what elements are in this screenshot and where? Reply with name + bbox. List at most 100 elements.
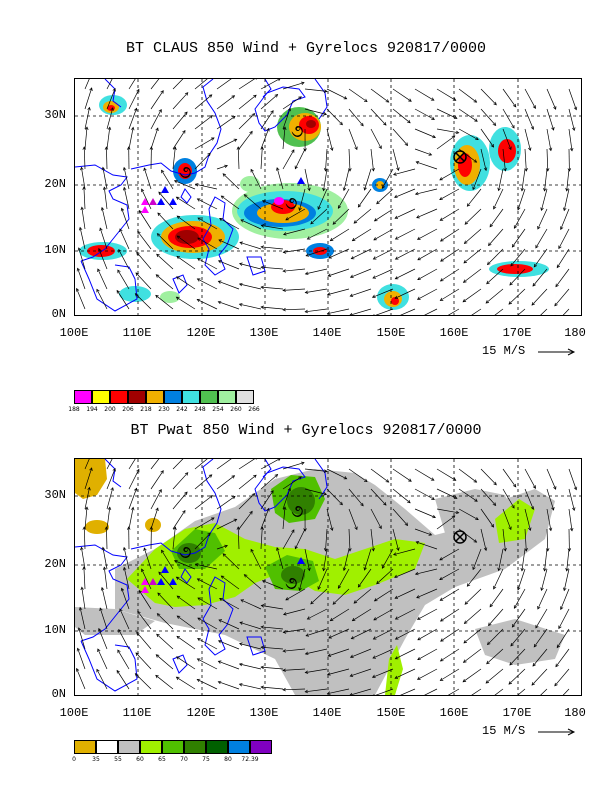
wind-vector-head (416, 236, 421, 240)
wind-vector-head (558, 625, 562, 630)
wind-vector (310, 208, 328, 225)
wind-vector (502, 508, 512, 530)
wind-vector (458, 128, 479, 141)
wind-vector (116, 290, 130, 310)
wind-vector (261, 646, 284, 650)
wind-vector-head (439, 677, 444, 681)
wind-vector-head (490, 143, 495, 148)
wind-vector (544, 168, 548, 191)
wind-vector (135, 652, 152, 670)
wind-vector-head (392, 172, 397, 176)
wind-vector (216, 545, 228, 550)
wind-vector (239, 242, 262, 250)
wind-vector (197, 578, 218, 590)
wind-vector-head (298, 96, 302, 100)
wind-vector-head (342, 567, 347, 572)
wind-vector-head (440, 258, 444, 262)
wind-vector (537, 588, 548, 610)
wind-vector (128, 488, 137, 510)
wind-vector-head (376, 200, 380, 205)
wind-vector (84, 459, 90, 470)
wind-vector-head (508, 301, 512, 305)
wind-vector (394, 208, 416, 219)
wind-vector-head (294, 545, 298, 550)
wind-vector (283, 608, 306, 615)
wind-vector (544, 548, 548, 571)
wind-vector (283, 628, 306, 633)
wind-vector-head (283, 506, 287, 510)
wind-vector (282, 96, 302, 110)
wind-vector (440, 288, 460, 301)
wind-vector (244, 574, 262, 590)
wind-vector (78, 627, 86, 650)
wind-vector-head (175, 196, 180, 200)
wind-vector-head (85, 506, 89, 510)
wind-vector (436, 515, 456, 530)
wind-vector-head (453, 115, 458, 119)
colorbar-tick-label: 194 (86, 406, 98, 413)
wind-vector (372, 288, 394, 298)
wind-vector-head (138, 209, 142, 214)
wind-vector (150, 90, 164, 110)
wind-vector-head (122, 186, 127, 191)
wind-vector (493, 188, 504, 210)
wind-vector (283, 648, 306, 652)
wind-vector (458, 488, 478, 502)
wind-vector-head (260, 245, 265, 249)
wind-vector (417, 228, 438, 240)
wind-vector (216, 496, 236, 510)
wind-scale-label: 15 M/S (482, 724, 526, 738)
wind-vector-head (337, 205, 342, 209)
wind-vector (261, 286, 284, 290)
wind-vector (417, 628, 438, 641)
wind-vector-head (503, 547, 507, 552)
wind-vector-head (349, 274, 354, 278)
wind-vector-head (196, 658, 201, 662)
wind-vector (463, 268, 482, 283)
wind-vector (392, 488, 411, 504)
wind-vector-head (473, 539, 478, 543)
wind-vector-head (485, 680, 490, 684)
colorbar-swatch (140, 740, 162, 754)
wind-vector (84, 87, 93, 110)
wind-vector (436, 108, 458, 119)
wind-vector-head (219, 218, 223, 222)
wind-vector-head (260, 224, 265, 228)
wind-vector (447, 308, 460, 315)
wind-vector (103, 187, 108, 210)
wind-vector-head (196, 678, 201, 683)
wind-vector (96, 289, 108, 310)
wind-vector (285, 588, 306, 601)
wind-vector-head (118, 248, 122, 253)
wind-vector (373, 608, 394, 621)
wind-vector-head (176, 235, 181, 239)
wind-vector-head (97, 648, 101, 653)
wind-vector-head (373, 598, 378, 602)
wind-vector-head (157, 212, 161, 216)
wind-vector (121, 208, 130, 230)
wind-vector-head (134, 107, 138, 112)
wind-vector (305, 288, 328, 293)
wind-vector-head (558, 245, 562, 250)
wind-vector (498, 548, 504, 571)
wind-vector-head (533, 643, 538, 648)
wind-vector (440, 208, 460, 221)
wind-vector (326, 508, 333, 531)
triangle-marker-icon (161, 186, 169, 193)
wind-vector (260, 146, 263, 170)
colorbar-swatch (236, 390, 254, 404)
wind-vector-head (89, 87, 93, 92)
wind-vector-head (306, 616, 311, 620)
wind-vector (546, 88, 557, 110)
wind-vector (472, 168, 482, 190)
wind-vector-head (360, 502, 364, 507)
wind-vector-head (439, 197, 443, 201)
wind-vector-head (82, 186, 86, 190)
wind-vector (370, 488, 387, 506)
wind-vector-head (463, 259, 467, 264)
wind-vector-head (261, 200, 266, 204)
wind-vector-head (326, 292, 331, 296)
wind-vector-head (161, 549, 165, 554)
wind-vector (524, 468, 536, 489)
wind-vector (502, 108, 515, 129)
